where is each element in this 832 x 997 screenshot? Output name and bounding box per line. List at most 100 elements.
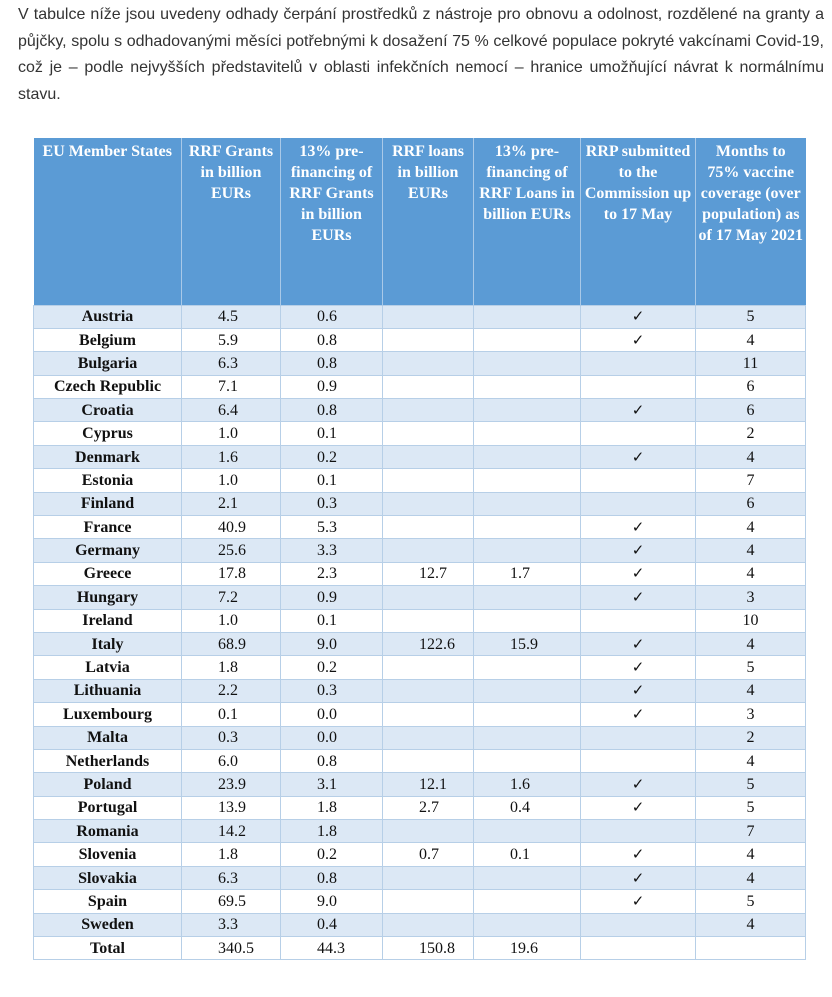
table-body: Austria 4.5 0.6 ✓ 5 Belgium 5.9 0.8 ✓ 4 Bulgaria 6.…: [33, 304, 806, 961]
cell-grants-prefinancing: 0.8: [280, 865, 383, 891]
cell-rrf-loans: [382, 515, 474, 540]
cell-rrf-grants: 3.3: [181, 912, 281, 938]
cell-grants-prefinancing: 0.3: [280, 491, 383, 517]
cell-rrf-grants: 6.4: [181, 398, 281, 423]
cell-rrf-grants: 14.2: [181, 819, 281, 844]
cell-rrf-grants: 1.0: [181, 421, 281, 446]
cell-rrf-grants: 69.5: [181, 889, 281, 914]
cell-country: Cyprus: [33, 421, 182, 446]
cell-loans-prefinancing: [473, 702, 581, 727]
cell-rrf-loans: [382, 702, 474, 727]
cell-loans-prefinancing: [473, 655, 581, 680]
cell-grants-prefinancing: 0.0: [280, 725, 383, 750]
cell-rrf-grants: 1.0: [181, 468, 281, 493]
cell-rrp-submitted: [580, 491, 696, 517]
cell-rrf-loans: [382, 304, 474, 329]
cell-rrp-submitted: ✓: [580, 655, 696, 680]
cell-rrp-submitted: ✓: [580, 304, 696, 329]
cell-country: Italy: [33, 631, 182, 657]
cell-months-to-coverage: 3: [695, 585, 806, 610]
cell-country: Total: [33, 936, 182, 961]
cell-loans-prefinancing: [473, 468, 581, 493]
cell-months-to-coverage: 4: [695, 515, 806, 540]
cell-rrp-submitted: ✓: [580, 515, 696, 540]
cell-rrf-loans: [382, 327, 474, 353]
cell-country: Luxembourg: [33, 702, 182, 727]
cell-grants-prefinancing: 0.2: [280, 842, 383, 867]
cell-months-to-coverage: 5: [695, 889, 806, 914]
cell-rrp-submitted: [580, 608, 696, 633]
cell-grants-prefinancing: 1.8: [280, 795, 383, 821]
cell-months-to-coverage: 11: [695, 351, 806, 376]
cell-country: Portugal: [33, 795, 182, 821]
cell-rrf-loans: 150.8: [382, 936, 474, 961]
table-row: Austria 4.5 0.6 ✓ 5: [33, 304, 806, 329]
cell-months-to-coverage: 6: [695, 491, 806, 517]
cell-loans-prefinancing: [473, 398, 581, 423]
cell-grants-prefinancing: 0.1: [280, 421, 383, 446]
cell-rrf-loans: 12.7: [382, 561, 474, 587]
cell-rrf-grants: 340.5: [181, 936, 281, 961]
table-row: Belgium 5.9 0.8 ✓ 4: [33, 327, 806, 353]
cell-loans-prefinancing: 0.1: [473, 842, 581, 867]
cell-months-to-coverage: 3: [695, 702, 806, 727]
table-row: Ireland 1.0 0.1 10: [33, 608, 806, 633]
cell-loans-prefinancing: 0.4: [473, 795, 581, 821]
cell-rrf-loans: 122.6: [382, 631, 474, 657]
cell-loans-prefinancing: 1.6: [473, 772, 581, 797]
cell-rrp-submitted: ✓: [580, 772, 696, 797]
table-row: Finland 2.1 0.3 6: [33, 491, 806, 517]
cell-loans-prefinancing: [473, 819, 581, 844]
table-row: Spain 69.5 9.0 ✓ 5: [33, 889, 806, 914]
cell-rrp-submitted: [580, 351, 696, 376]
cell-rrf-loans: [382, 374, 474, 400]
cell-loans-prefinancing: [473, 421, 581, 446]
cell-loans-prefinancing: [473, 491, 581, 517]
cell-rrf-grants: 2.1: [181, 491, 281, 517]
cell-rrf-loans: [382, 351, 474, 376]
cell-loans-prefinancing: [473, 538, 581, 563]
cell-rrp-submitted: [580, 819, 696, 844]
cell-loans-prefinancing: 15.9: [473, 631, 581, 657]
cell-months-to-coverage: 5: [695, 304, 806, 329]
cell-country: Lithuania: [33, 678, 182, 704]
cell-country: Latvia: [33, 655, 182, 680]
cell-months-to-coverage: 4: [695, 912, 806, 938]
cell-rrf-grants: 5.9: [181, 327, 281, 353]
cell-country: Ireland: [33, 608, 182, 633]
cell-country: Czech Republic: [33, 374, 182, 400]
cell-months-to-coverage: 4: [695, 842, 806, 867]
table-row: Greece 17.8 2.3 12.7 1.7 ✓ 4: [33, 561, 806, 587]
cell-rrp-submitted: [580, 421, 696, 446]
cell-rrf-loans: [382, 468, 474, 493]
cell-country: France: [33, 515, 182, 540]
cell-country: Slovenia: [33, 842, 182, 867]
cell-rrf-grants: 0.3: [181, 725, 281, 750]
cell-rrf-grants: 23.9: [181, 772, 281, 797]
cell-rrf-loans: [382, 912, 474, 938]
cell-loans-prefinancing: [473, 725, 581, 750]
cell-loans-prefinancing: [473, 304, 581, 329]
table-row: Cyprus 1.0 0.1 2: [33, 421, 806, 446]
cell-months-to-coverage: 10: [695, 608, 806, 633]
cell-country: Belgium: [33, 327, 182, 353]
cell-country: Croatia: [33, 398, 182, 423]
rrf-table-container: EU Member States RRF Grants in billion E…: [33, 138, 806, 961]
cell-rrp-submitted: [580, 748, 696, 774]
header-rrf-grants: RRF Grants in billion EURs: [181, 138, 281, 305]
cell-rrf-grants: 0.1: [181, 702, 281, 727]
cell-rrf-loans: [382, 491, 474, 517]
cell-loans-prefinancing: [473, 678, 581, 704]
cell-country: Slovakia: [33, 865, 182, 891]
cell-rrf-loans: [382, 608, 474, 633]
cell-rrp-submitted: [580, 912, 696, 938]
cell-rrf-loans: 0.7: [382, 842, 474, 867]
cell-rrp-submitted: ✓: [580, 327, 696, 353]
cell-rrf-grants: 6.3: [181, 865, 281, 891]
intro-paragraph: V tabulce níže jsou uvedeny odhady čerpá…: [18, 6, 824, 103]
cell-country: Malta: [33, 725, 182, 750]
header-loans-prefinancing: 13% pre-financing of RRF Loans in billio…: [473, 138, 581, 305]
cell-rrp-submitted: ✓: [580, 865, 696, 891]
cell-loans-prefinancing: [473, 444, 581, 470]
header-months-to-coverage: Months to 75% vaccine coverage (over pop…: [695, 138, 806, 305]
